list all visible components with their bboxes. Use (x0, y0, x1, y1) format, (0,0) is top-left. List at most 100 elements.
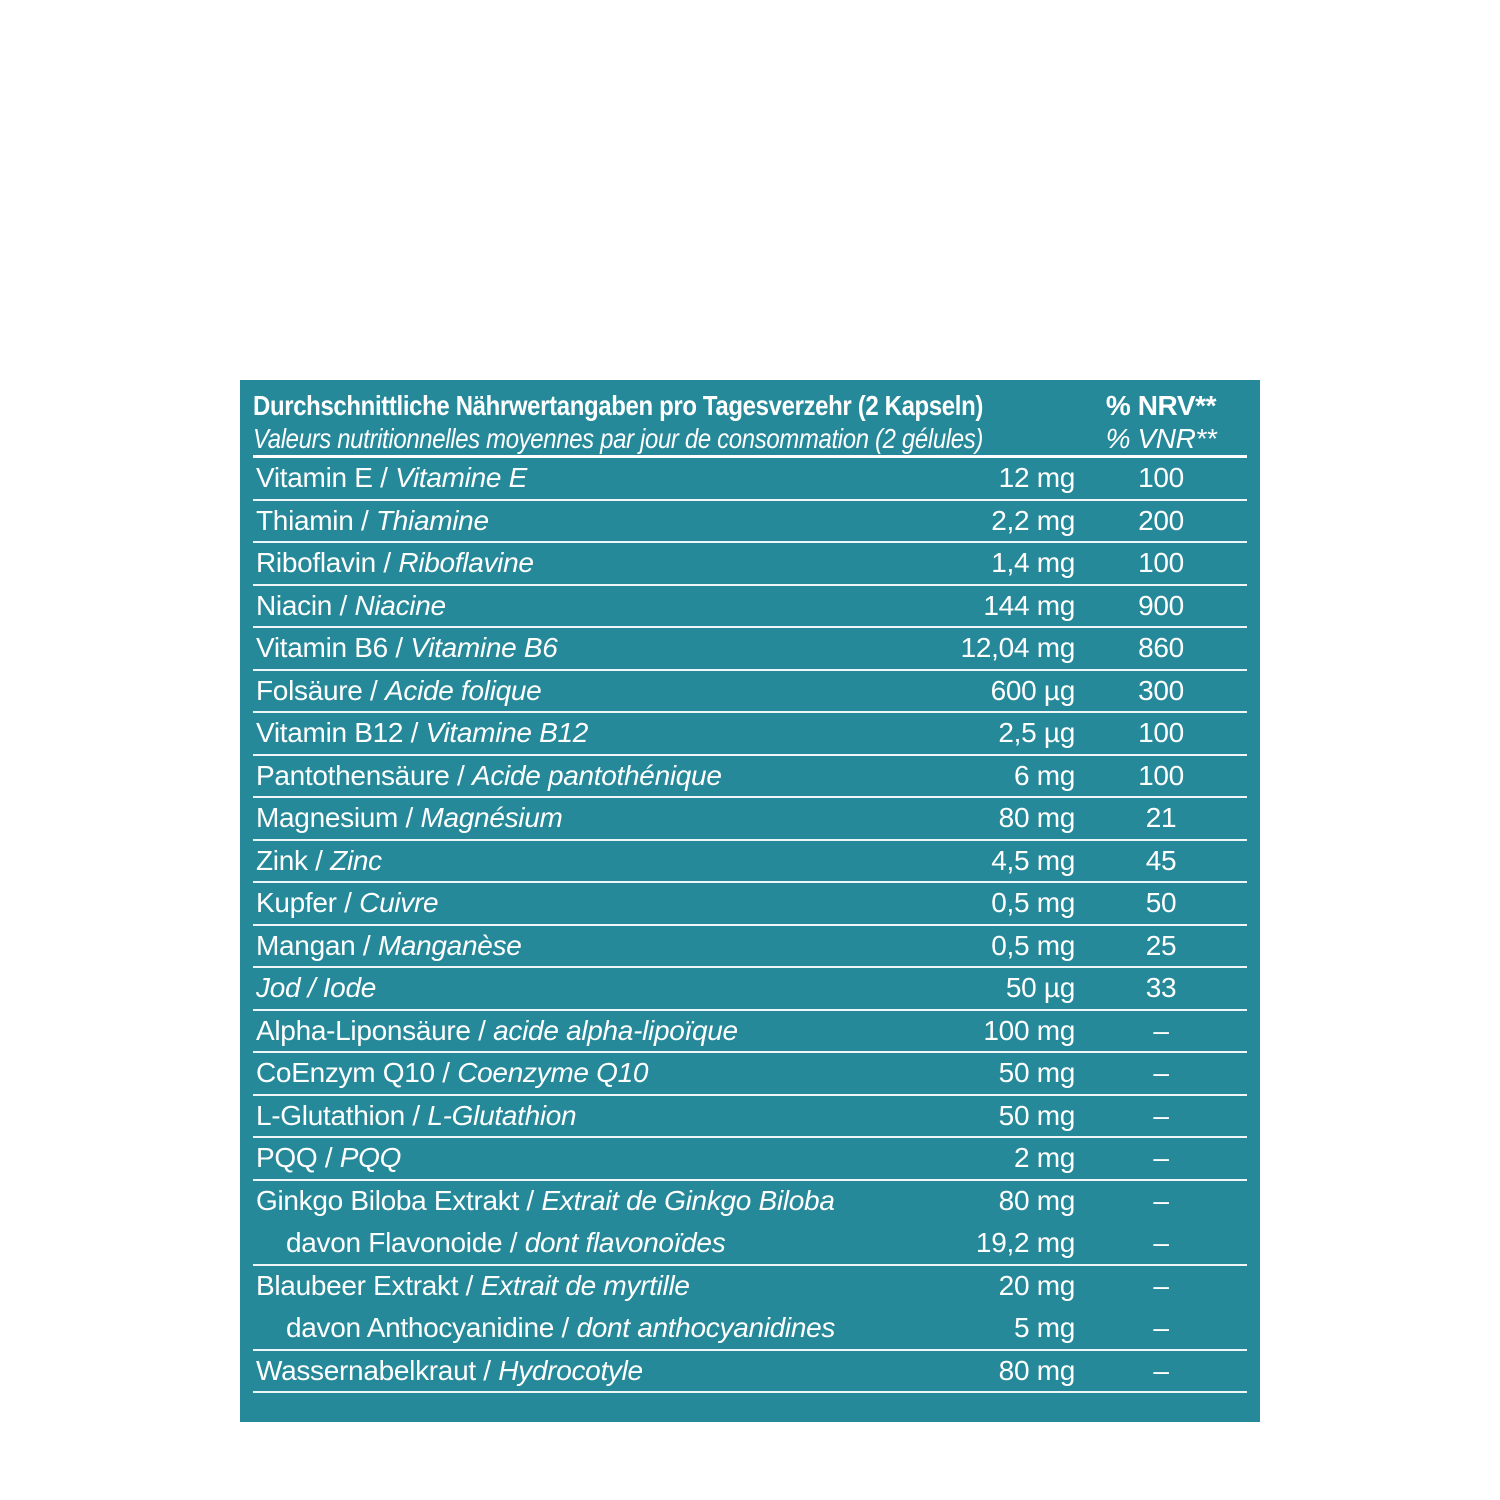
nutrient-nrv-percent: 25 (1145, 929, 1177, 961)
nutrient-amount: 2 mg (1013, 1142, 1075, 1174)
nutrient-name-german: PQQ (256, 1142, 318, 1174)
nutrient-name-german: Wassernabelkraut (256, 1354, 476, 1386)
table-row: Thiamin / Thiamine 2,2 mg 200 (253, 501, 1247, 543)
nutrient-nrv-percent: 300 (1138, 674, 1184, 706)
table-row: Kupfer / Cuivre 0,5 mg 50 (253, 883, 1247, 926)
nutrient-nrv-percent: 45 (1145, 844, 1177, 876)
nutrient-name: Pantothensäure / Acide pantothénique (253, 760, 915, 792)
nutrient-name-french: Vitamine B12 (425, 717, 589, 749)
table-header: Durchschnittliche Nährwertangaben pro Ta… (253, 380, 1247, 458)
nutrient-nrv-percent: – (1153, 1312, 1169, 1344)
nutrient-amount: 144 mg (983, 589, 1075, 621)
nutrient-name: Zink / Zinc (253, 845, 915, 877)
table-row: PQQ / PQQ 2 mg – (253, 1138, 1247, 1181)
name-separator: / (470, 1014, 494, 1046)
nutrient-name-french: Extrait de myrtille (480, 1269, 690, 1301)
nutrient-name: Riboflavin / Riboflavine (253, 547, 915, 579)
name-separator: / (300, 972, 323, 1004)
nutrient-nrv-percent: 100 (1138, 759, 1184, 791)
nutrient-name-french: L-Glutathion (427, 1099, 577, 1131)
nutrient-amount: 80 mg (998, 1354, 1076, 1386)
nutrient-amount: 0,5 mg (991, 929, 1075, 961)
table-row: Riboflavin / Riboflavine 1,4 mg 100 (253, 543, 1247, 586)
nutrient-name-german: davon Flavonoide (286, 1227, 503, 1259)
nutrient-name-french: Extrait de Ginkgo Biloba (541, 1184, 835, 1216)
nutrient-nrv-percent: 100 (1138, 717, 1184, 749)
nutrient-name-german: davon Anthocyanidine (286, 1312, 554, 1344)
nutrient-nrv-percent: 200 (1138, 504, 1184, 536)
name-separator: / (449, 759, 472, 791)
nutrient-name-french: Iode (322, 972, 377, 1004)
nutrient-name-german: Vitamin B12 (256, 717, 404, 749)
table-row: CoEnzym Q10 / Coenzyme Q10 50 mg – (253, 1053, 1247, 1096)
nutrient-name: Magnesium / Magnésium (253, 802, 915, 834)
table-row: Folsäure / Acide folique 600 µg 300 (253, 671, 1247, 713)
table-row: Jod / Iode 50 µg 33 (253, 968, 1247, 1011)
header-title-german: Durchschnittliche Nährwertangaben pro Ta… (253, 390, 983, 421)
table-body: Vitamin E / Vitamine E 12 mg 100 Thiamin / … (253, 458, 1247, 1393)
table-row: Vitamin B12 / Vitamine B12 2,5 µg 100 (253, 713, 1247, 756)
table-row: Vitamin E / Vitamine E 12 mg 100 (253, 458, 1247, 501)
nutrient-amount: 80 mg (998, 1184, 1076, 1216)
nutrient-nrv-percent: – (1153, 1142, 1169, 1174)
table-row: Alpha-Liponsäure / acide alpha-lipoïque 1… (253, 1011, 1247, 1053)
name-separator: / (554, 1312, 577, 1344)
nutrient-name-french: dont flavonoïdes (524, 1227, 726, 1259)
nutrient-name-french: Acide pantothénique (471, 759, 722, 791)
nutrient-name: L-Glutathion / L-Glutathion (253, 1100, 915, 1132)
name-separator: / (403, 717, 426, 749)
nutrient-name-french: Coenzyme Q10 (457, 1057, 649, 1089)
nutrient-nrv-percent: 100 (1138, 547, 1184, 579)
table-header-nrv-column: % NRV** % VNR** (1075, 389, 1247, 455)
name-separator: / (355, 929, 378, 961)
nutrient-amount: 20 mg (998, 1269, 1076, 1301)
nutrient-name-german: L-Glutathion (256, 1099, 405, 1131)
nutrient-name: davon Flavonoide / dont flavonoïdes (253, 1227, 915, 1259)
nutrient-name: Thiamin / Thiamine (253, 505, 915, 537)
nutrient-amount: 1,4 mg (991, 547, 1075, 579)
nutrient-name-german: Jod (256, 972, 301, 1004)
nutrient-name-german: Kupfer (256, 887, 337, 919)
nutrient-name-french: Riboflavine (398, 547, 534, 579)
table-row: Zink / Zinc 4,5 mg 45 (253, 841, 1247, 883)
nutrient-nrv-percent: 100 (1138, 462, 1184, 494)
nutrient-name-french: Vitamine E (395, 462, 527, 494)
nutrient-name-german: Ginkgo Biloba Extrakt (256, 1184, 519, 1216)
nutrient-amount: 12,04 mg (960, 632, 1076, 664)
name-separator: / (518, 1184, 542, 1216)
table-row: Mangan / Manganèse 0,5 mg 25 (253, 926, 1247, 968)
nutrient-name-french: Magnésium (420, 802, 563, 834)
name-separator: / (434, 1057, 458, 1089)
table-row: Niacin / Niacine 144 mg 900 (253, 586, 1247, 628)
nutrient-nrv-percent: 50 (1145, 887, 1177, 919)
nutrient-name-french: Acide folique (385, 674, 542, 706)
nutrient-nrv-percent: 900 (1138, 589, 1184, 621)
table-header-titles: Durchschnittliche Nährwertangaben pro Ta… (253, 389, 1075, 455)
nutrient-name-german: Thiamin (256, 504, 354, 536)
nutrient-amount: 19,2 mg (975, 1227, 1075, 1259)
name-separator: / (353, 504, 376, 536)
name-separator: / (362, 674, 385, 706)
nutrient-nrv-percent: 21 (1145, 802, 1177, 834)
nutrient-name-french: dont anthocyanidines (576, 1312, 836, 1344)
nutrient-nrv-percent: – (1153, 1099, 1169, 1131)
name-separator: / (404, 1099, 428, 1131)
nutrient-name-french: Thiamine (375, 504, 489, 536)
nutrient-amount: 100 mg (983, 1014, 1075, 1046)
nutrient-nrv-percent: – (1153, 1057, 1169, 1089)
name-separator: / (475, 1354, 499, 1386)
table-row: Magnesium / Magnésium 80 mg 21 (253, 798, 1247, 841)
nutrient-name-german: CoEnzym Q10 (256, 1057, 435, 1089)
nutrient-nrv-percent: 33 (1145, 972, 1177, 1004)
nutrient-amount: 50 mg (998, 1057, 1076, 1089)
header-nrv-label-german: % NRV** (1105, 390, 1217, 421)
nutrient-name-german: Riboflavin (256, 547, 376, 579)
nutrient-name-german: Niacin (256, 589, 333, 621)
table-row: Blaubeer Extrakt / Extrait de myrtille 20… (253, 1266, 1247, 1309)
nutrient-name-french: acide alpha-lipoïque (493, 1014, 738, 1046)
nutrient-amount: 600 µg (990, 674, 1076, 706)
name-separator: / (375, 547, 399, 579)
nutrient-name-german: Folsäure (256, 674, 363, 706)
table-row: Wassernabelkraut / Hydrocotyle 80 mg – (253, 1351, 1247, 1393)
